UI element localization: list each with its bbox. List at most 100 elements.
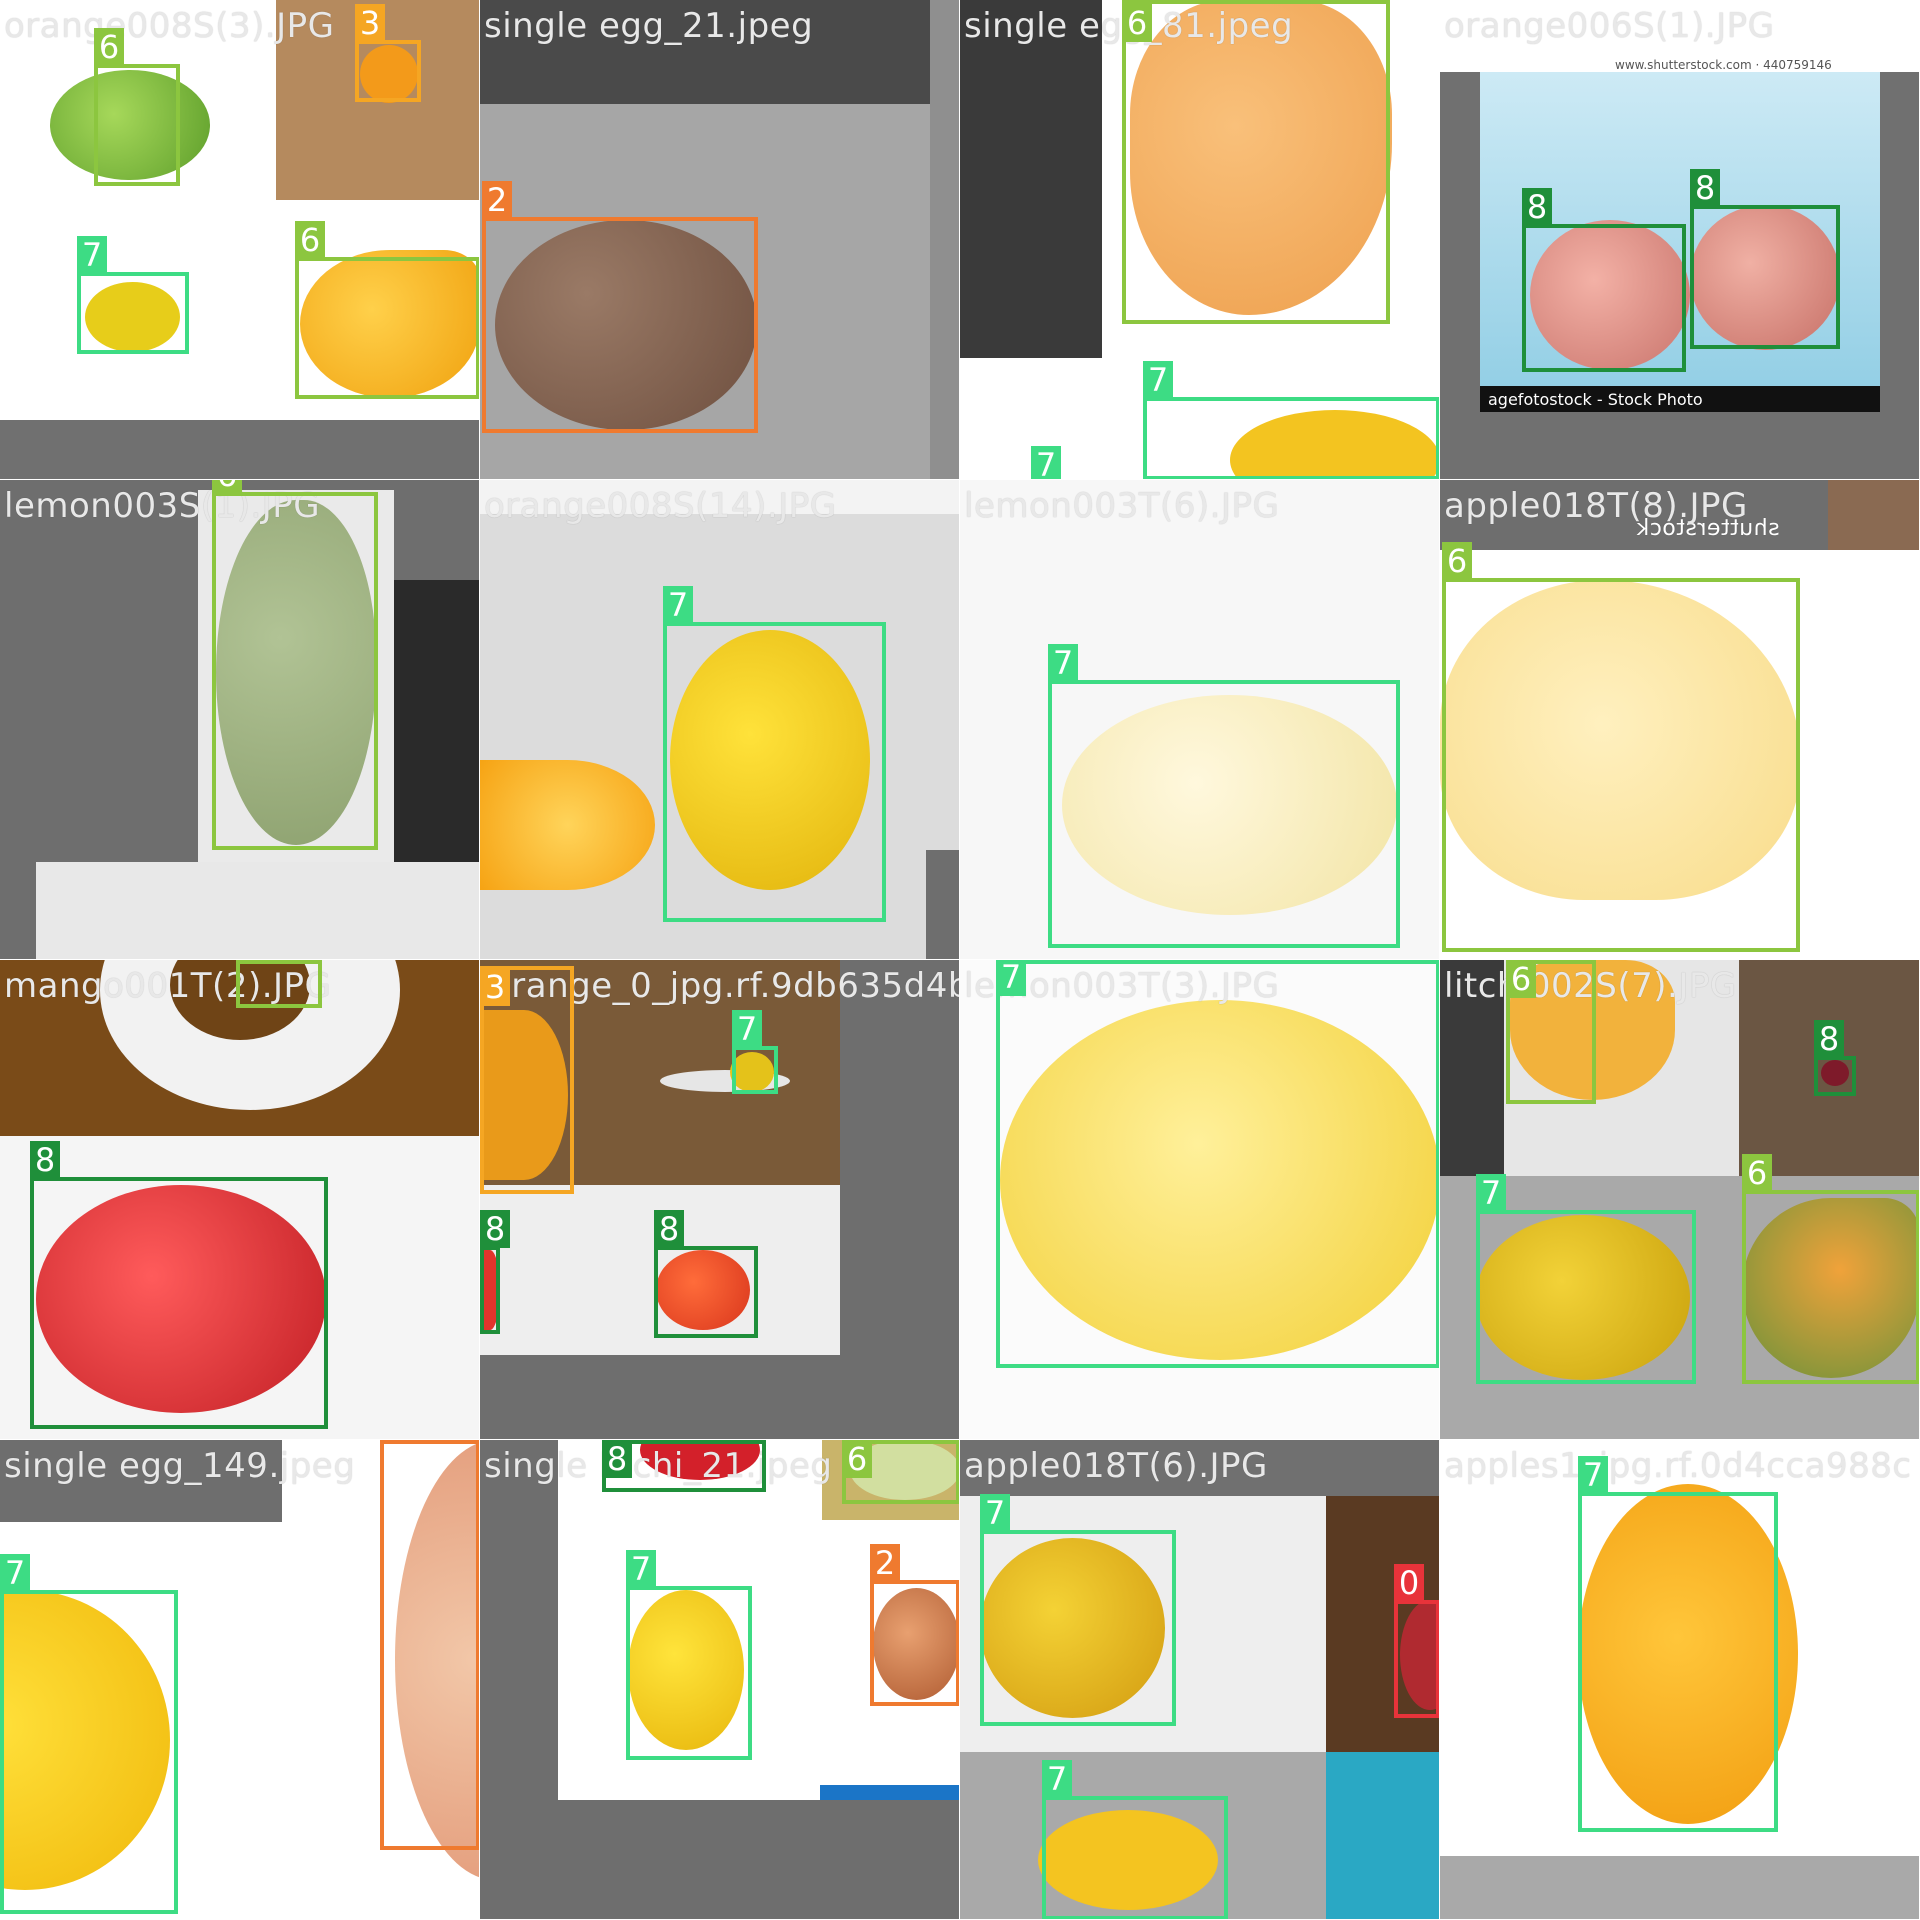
class-tag: 3 [355,4,385,42]
lemon-fruit [1578,1484,1798,1824]
detection-box: 7 [0,1554,178,1914]
tile-label: orange008S(3).JPG [4,6,335,46]
class-tag: 8 [1690,169,1720,207]
class-tag: 7 [1476,1174,1506,1212]
detection-box: 8 [602,1440,766,1492]
detection-box: 8 [480,1210,510,1334]
mosaic-tile-orange008s-14: orange008S(14).JPG 7 [480,480,960,960]
gray-padding [930,0,959,479]
detection-box: 7 [77,236,189,354]
lemon-fruit [1476,1215,1690,1380]
class-tag: 6 [94,28,124,66]
mosaic-tile-single-egg-21: single egg_21.jpeg 2 [480,0,960,480]
class-tag: 7 [980,1494,1010,1532]
class-tag: 6 [1742,1154,1772,1192]
class-tag: 7 [77,236,107,274]
detection-box: 3 [355,4,421,102]
tile-label: apple018T(6).JPG [964,1446,1268,1486]
photo-background [1326,1752,1439,1919]
mosaic-tile-lemon003t-6: lemon003T(6).JPG 7 [960,480,1440,960]
class-tag: 8 [480,1210,510,1248]
detection-box: 6 [236,960,322,1008]
detection-box: 7 [626,1550,752,1760]
tile-label: Orange_0_jpg.rf.9db635d4b [484,966,960,1006]
class-tag: 6 [842,1440,872,1478]
orange-fruit [360,45,418,103]
egg-fruit [873,1588,959,1700]
class-tag: 7 [626,1550,656,1588]
class-tag: 3 [480,968,510,1006]
gray-padding [0,1440,282,1522]
detection-box: 7 [663,586,886,922]
detection-box: 6 [212,480,378,850]
mango-fruit [1742,1198,1919,1378]
detection-box: 7 [1476,1174,1696,1384]
detection-box: 8 [30,1141,328,1429]
lemon-fruit [1000,1000,1439,1360]
tile-label: single egg_149.jpeg [4,1446,356,1486]
litchi-fruit [1821,1060,1849,1086]
detection-box: 7 [1048,644,1400,948]
photo-background [1440,960,1504,1176]
detection-box: 8 [654,1210,758,1338]
detection-box: 7 [996,960,1439,1368]
brown-egg [495,220,757,430]
photo-background [394,580,479,870]
class-tag: 7 [1143,361,1173,399]
class-tag: 8 [30,1141,60,1179]
tile-label: single egg_21.jpeg [484,6,814,46]
litchi-fruit [1690,205,1840,350]
gray-padding [1440,1856,1919,1919]
lemon-fruit [1230,410,1439,479]
gray-padding [0,420,479,479]
tile-label: litchi002S(7).JPG [1444,966,1737,1006]
watermark-banner: agefotostock - Stock Photo [1480,386,1880,412]
lemon-fruit [670,630,870,890]
class-tag: 6 [236,960,266,962]
lemon-fruit [1062,695,1397,915]
class-tag: 6 [1442,542,1472,580]
orange-mango [1130,0,1392,315]
tile-label: mango001T(2).JPG [4,966,332,1006]
photo-background [960,0,1102,358]
orange-fruit [480,1010,568,1180]
class-tag: 2 [870,1544,900,1582]
green-mango [50,70,210,180]
class-tag: 7 [1042,1760,1072,1798]
photo-footer-bar [820,1785,959,1800]
detection-box: 6 [1506,960,1596,1104]
mosaic-tile-lemon003t-3: lemon003T(3).JPG 7 [960,960,1440,1440]
orange-slice [480,760,655,890]
mosaic-tile-orange-0-jpg: Orange_0_jpg.rf.9db635d4b 3 7 8 8 [480,960,960,1440]
mosaic-tile-single-egg-149: single egg_149.jpeg 7 2 [0,1440,480,1920]
detection-box: 2 [380,1440,479,1850]
mosaic-tile-mango001t: mango001T(2).JPG 6 8 [0,960,480,1440]
mosaic-tile-single-litchi-21: single litchi_21.jpeg 8 6 7 2 [480,1440,960,1920]
tile-label: apples1_jpg.rf.0d4cca988c [1444,1446,1912,1486]
tile-label: apple018T(8).JPG [1444,486,1748,526]
detection-box: 7 [980,1494,1176,1726]
tile-label: orange008S(14).JPG [484,486,837,526]
class-tag: 8 [1814,1020,1844,1058]
litchi-fruit [1530,220,1690,370]
class-tag: 7 [996,960,1026,996]
class-tag: 8 [654,1210,684,1248]
lemon-fruit [628,1590,744,1750]
photo-background [1828,480,1919,550]
class-tag: 2 [380,1440,410,1442]
class-tag: 6 [212,480,242,494]
yellow-mango [1440,580,1800,900]
class-tag: 7 [732,1010,762,1048]
gray-padding [480,0,930,104]
detection-box: 7 [732,1010,778,1094]
detection-box: 6 [94,28,180,186]
detection-box: 0 [1394,1564,1439,1718]
detection-box: 6 [842,1440,959,1504]
lemon-fruit [85,282,180,352]
mosaic-tile-orange008s-3: orange008S(3).JPG 6 3 7 6 [0,0,480,480]
detection-box: 7 [1143,361,1439,479]
mosaic-tile-lemon003s: lemon003S(1).JPG 6 [0,480,480,960]
gray-padding [926,850,959,959]
class-tag: 7 [1048,644,1078,682]
class-tag: 2 [482,181,512,219]
